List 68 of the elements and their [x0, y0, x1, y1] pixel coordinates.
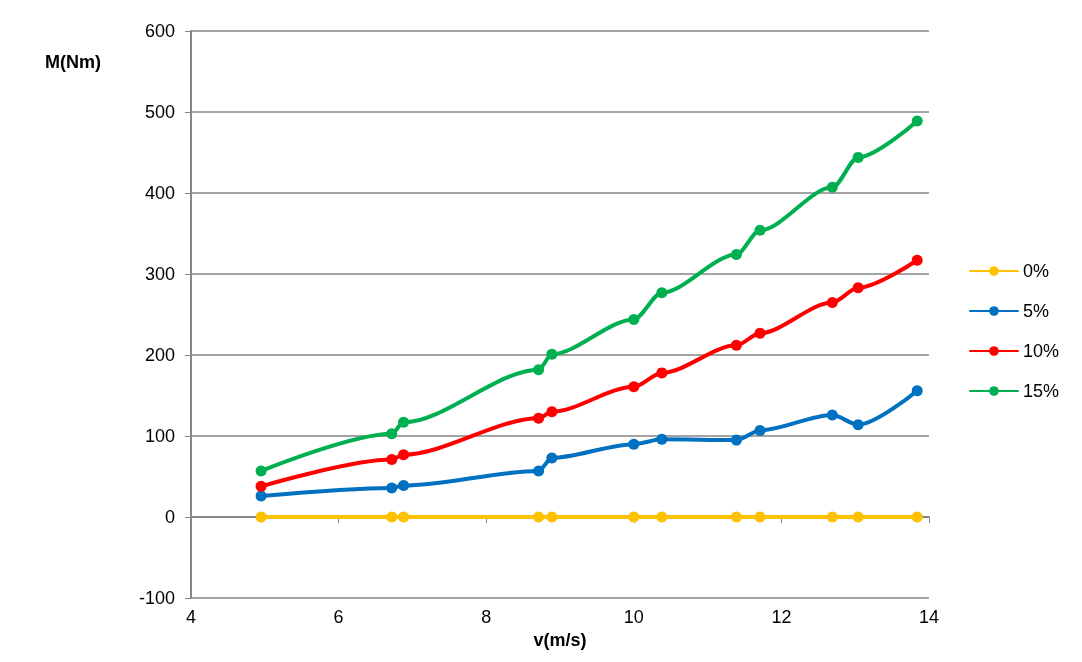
point	[533, 412, 545, 424]
legend-label: 10%	[1022, 341, 1059, 361]
point	[852, 419, 864, 431]
point	[911, 115, 923, 127]
point	[255, 511, 267, 523]
point	[255, 490, 267, 502]
point	[730, 511, 742, 523]
point	[398, 449, 410, 461]
point	[386, 428, 398, 440]
point	[628, 438, 640, 450]
point	[730, 434, 742, 446]
y-tick-label: 0	[164, 507, 175, 528]
point	[754, 424, 766, 436]
point	[656, 433, 668, 445]
x-tick-label: 4	[185, 607, 197, 628]
point	[656, 287, 668, 299]
point	[546, 511, 558, 523]
point	[628, 381, 640, 393]
point	[852, 151, 864, 163]
point	[656, 367, 668, 379]
y-tick-label: 200	[144, 345, 175, 366]
point	[628, 313, 640, 325]
legend-label: 15%	[1022, 381, 1059, 401]
legend-label: 5%	[1022, 301, 1049, 321]
point	[386, 511, 398, 523]
point	[730, 339, 742, 351]
point	[911, 511, 923, 523]
point	[826, 296, 838, 308]
point	[754, 224, 766, 236]
point	[546, 348, 558, 360]
y-tick-label: 400	[144, 183, 175, 204]
point	[546, 406, 558, 418]
x-axis-title: v(m/s)	[533, 630, 587, 650]
point	[398, 511, 410, 523]
y-tick-label: -100	[138, 588, 175, 609]
point	[386, 482, 398, 494]
point	[911, 254, 923, 266]
x-tick-label: 8	[481, 607, 492, 628]
point	[533, 465, 545, 477]
point	[628, 511, 640, 523]
point	[255, 465, 267, 477]
y-tick-label: 100	[144, 426, 175, 447]
point	[826, 181, 838, 193]
y-axis-title: M(Nm)	[45, 52, 101, 72]
legend-label: 0%	[1022, 261, 1049, 281]
x-tick-label: 12	[771, 607, 792, 628]
point	[852, 511, 864, 523]
point	[911, 385, 923, 397]
x-tick-label: 10	[623, 607, 644, 628]
point	[533, 511, 545, 523]
point	[398, 479, 410, 491]
point	[533, 364, 545, 376]
y-tick-label: 500	[144, 102, 175, 123]
point	[656, 511, 668, 523]
point	[546, 452, 558, 464]
point	[826, 409, 838, 421]
point	[826, 511, 838, 523]
y-tick-label: 300	[144, 264, 175, 285]
point	[386, 454, 398, 466]
point	[754, 511, 766, 523]
point	[398, 416, 410, 428]
x-tick-label: 6	[333, 607, 344, 628]
x-tick-label: 14	[918, 607, 940, 628]
y-tick-label: 600	[144, 21, 175, 41]
point	[255, 480, 267, 492]
point	[852, 282, 864, 294]
point	[730, 249, 742, 261]
point	[754, 327, 766, 339]
